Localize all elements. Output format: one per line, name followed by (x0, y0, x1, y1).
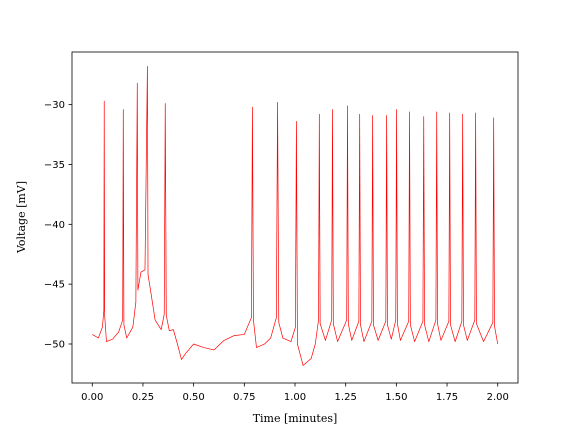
y-tick-label: −50 (44, 339, 65, 350)
y-tick-label: −45 (44, 280, 65, 291)
y-tick-label: −35 (44, 160, 65, 171)
x-tick-label: 0.50 (183, 392, 205, 403)
x-tick-label: 1.75 (436, 392, 458, 403)
x-tick-label: 0.25 (132, 392, 154, 403)
voltage-line (92, 66, 499, 366)
y-tick-label: −30 (44, 100, 65, 111)
x-tick-label: 2.00 (487, 392, 509, 403)
x-tick-label: 0.00 (81, 392, 103, 403)
x-tick-label: 1.00 (284, 392, 306, 403)
y-tick-label: −40 (44, 220, 65, 231)
y-axis-label: Voltage [mV] (15, 181, 28, 254)
x-tick-label: 1.25 (335, 392, 357, 403)
plot-frame (71, 51, 519, 384)
x-tick-label: 0.75 (233, 392, 255, 403)
x-axis-label: Time [minutes] (253, 412, 338, 425)
x-tick-label: 1.50 (385, 392, 407, 403)
